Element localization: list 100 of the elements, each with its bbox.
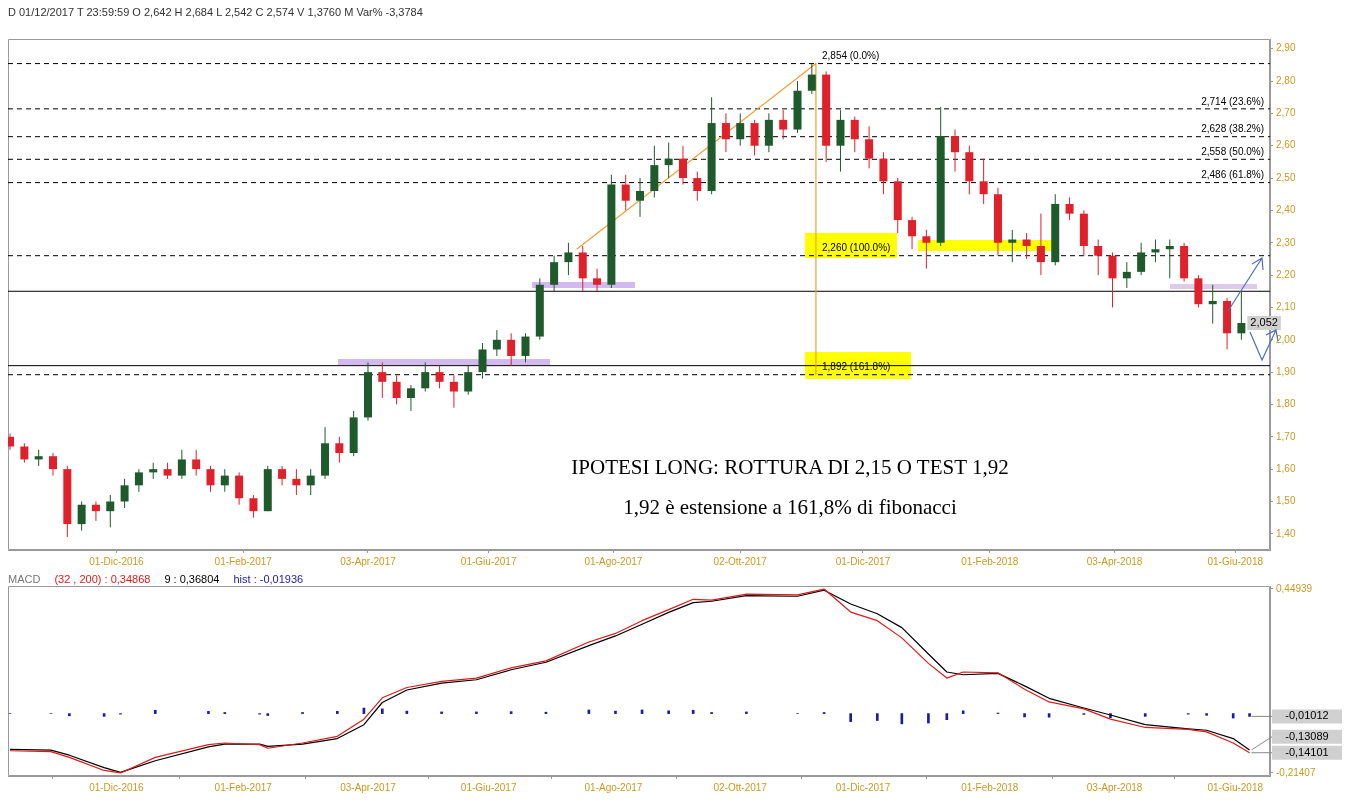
candlestick	[392, 374, 401, 405]
candlestick	[77, 500, 86, 532]
candlestick	[449, 374, 458, 409]
y-tick-label: -0,21407	[1276, 766, 1316, 778]
candlestick	[593, 268, 602, 292]
candlestick	[220, 468, 229, 493]
y-tick-label: 1,90	[1276, 365, 1296, 377]
candlestick	[235, 471, 244, 506]
candlestick	[621, 174, 630, 211]
candlestick	[521, 332, 530, 363]
x-tick-label: 01-Ago-2017	[584, 555, 643, 567]
x-tick-label: 01-Ago-2017	[584, 781, 643, 793]
candlestick	[507, 332, 516, 367]
candlestick	[206, 465, 215, 493]
candlestick	[979, 158, 988, 205]
candlestick	[177, 449, 186, 480]
x-tick-label: 01-Dic-2017	[835, 555, 891, 567]
candlestick	[736, 112, 745, 147]
ref-line-label: 2,558 (50.0%)	[1201, 146, 1265, 158]
candlestick	[1165, 239, 1174, 279]
ref-line-label: 2,486 (61.8%)	[1201, 169, 1265, 181]
candlestick	[49, 452, 57, 477]
candlestick	[335, 436, 344, 464]
candlestick	[908, 216, 917, 250]
candlestick	[664, 141, 673, 179]
candlestick	[1094, 239, 1103, 276]
y-tick-label: 2,50	[1276, 171, 1296, 183]
y-tick-label: 1,80	[1276, 398, 1296, 410]
candlestick	[1022, 232, 1031, 260]
text: 9 : 0,36804	[164, 573, 220, 585]
y-tick-label: 2,10	[1276, 301, 1296, 313]
y-tick-label: 2,40	[1276, 204, 1296, 216]
candlestick	[951, 129, 960, 173]
annotation: 2,052	[1250, 315, 1278, 328]
candlestick	[478, 342, 487, 380]
candlestick	[550, 255, 559, 292]
candlestick	[865, 125, 874, 169]
y-tick-label: 1,60	[1276, 462, 1296, 474]
x-tick-label: 01-Feb-2017	[214, 555, 273, 567]
x-tick-label: 01-Dic-2016	[89, 555, 145, 567]
ref-line-label: 2,714 (23.6%)	[1201, 95, 1265, 107]
candlestick	[378, 361, 387, 399]
annotation: IPOTESI LONG: ROTTURA DI 2,15 O TEST 1,92	[570, 455, 1010, 480]
annotation: -0,13089	[1285, 729, 1329, 742]
candlestick	[134, 468, 143, 493]
y-tick-label: 2,20	[1276, 268, 1296, 280]
x-tick-label: 03-Apr-2018	[1086, 555, 1143, 567]
candlestick	[306, 468, 315, 496]
annotation: -0,01012	[1285, 709, 1329, 722]
candlestick	[879, 151, 888, 195]
candlestick	[106, 494, 115, 528]
candlestick	[492, 329, 501, 357]
x-tick-label: 01-Giu-2017	[460, 555, 517, 567]
candlestick	[192, 449, 201, 477]
y-tick-label: 1,40	[1276, 527, 1296, 539]
x-tick-label: 01-Giu-2018	[1207, 555, 1264, 567]
candlestick	[1208, 284, 1217, 325]
annotation: 1,92 è estensione a 161,8% di fibonacci	[622, 495, 958, 520]
candlestick	[91, 500, 100, 522]
candlestick	[678, 145, 687, 186]
ref-line-label: 2,628 (38.2%)	[1201, 123, 1265, 135]
candlestick	[1008, 229, 1017, 263]
candlestick	[693, 171, 702, 202]
candlestick	[1122, 261, 1131, 289]
candlestick	[464, 365, 473, 396]
candlestick	[1237, 290, 1246, 341]
candlestick	[421, 361, 430, 393]
candlestick	[779, 109, 788, 140]
x-tick-label: 01-Dic-2017	[835, 781, 891, 793]
text: hist : -0,01936	[233, 573, 304, 585]
y-tick-label: 2,30	[1276, 236, 1296, 248]
x-tick-label: 01-Feb-2018	[961, 781, 1019, 793]
chart-title: MACD	[8, 573, 41, 585]
x-tick-label: 03-Apr-2017	[340, 781, 397, 793]
candlestick	[807, 63, 816, 95]
x-tick-label: 02-Ott-2017	[713, 781, 768, 793]
y-tick-label: 0,44939	[1276, 582, 1313, 594]
x-tick-label: 03-Apr-2017	[340, 555, 397, 567]
candlestick	[564, 242, 573, 276]
y-tick-label: 1,50	[1276, 495, 1296, 507]
candlestick	[750, 119, 759, 156]
candlestick	[850, 116, 859, 153]
ref-line-label: 2,260 (100.0%)	[821, 242, 891, 254]
candlestick	[1036, 213, 1045, 276]
y-tick-label: 1,70	[1276, 430, 1296, 442]
x-tick-label: 03-Apr-2018	[1086, 781, 1143, 793]
candlestick	[435, 365, 444, 389]
candlestick	[20, 442, 29, 464]
y-tick-label: 2,70	[1276, 107, 1296, 119]
candlestick	[1151, 239, 1160, 263]
candlestick	[1137, 242, 1146, 276]
candlestick	[120, 478, 129, 509]
x-tick-label: 01-Giu-2018	[1207, 781, 1264, 793]
candlestick	[1108, 251, 1117, 308]
candlestick	[249, 494, 258, 519]
candlestick	[278, 465, 287, 486]
text: (32 , 200) : 0,34868	[54, 573, 151, 585]
x-tick-label: 01-Feb-2018	[961, 555, 1019, 567]
x-tick-label: 01-Giu-2017	[460, 781, 517, 793]
y-tick-label: 2,60	[1276, 139, 1296, 151]
